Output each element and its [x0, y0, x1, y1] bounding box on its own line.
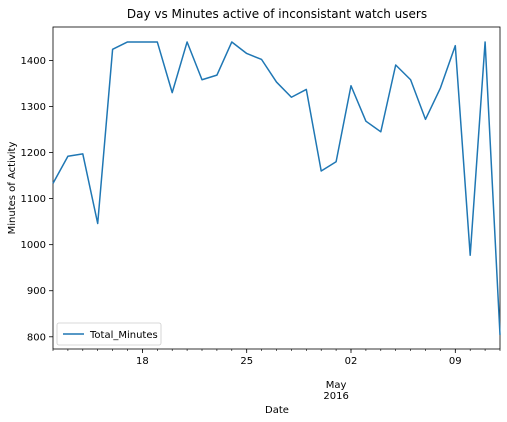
data-point: [275, 81, 278, 84]
data-point: [52, 182, 55, 185]
data-point: [81, 152, 84, 155]
data-point: [171, 91, 174, 94]
x-tick-label: 25: [240, 356, 253, 367]
x-tick-label: 02: [345, 356, 358, 367]
data-point: [305, 88, 308, 91]
y-tick-label: 800: [27, 332, 46, 343]
y-tick-label: 1000: [21, 240, 46, 251]
data-point: [320, 169, 323, 172]
data-point: [230, 40, 233, 43]
y-tick-label: 900: [27, 286, 46, 297]
data-point: [469, 254, 472, 257]
y-axis-ticks: 800 900 1000 1100 1200 1300 1400: [21, 56, 53, 343]
y-tick-label: 1200: [21, 148, 46, 159]
series-layer: [52, 40, 502, 336]
data-point: [111, 48, 114, 51]
data-point: [424, 118, 427, 121]
data-point: [439, 87, 442, 90]
data-point: [335, 160, 338, 163]
x-month-label: May: [326, 380, 347, 391]
data-point: [260, 58, 263, 61]
legend-label: Total_Minutes: [89, 330, 158, 341]
data-point: [364, 120, 367, 123]
data-point: [66, 155, 69, 158]
data-point: [409, 78, 412, 81]
plot-area: [52, 26, 501, 350]
chart-title: Day vs Minutes active of inconsistant wa…: [127, 7, 427, 21]
y-tick-label: 1400: [21, 56, 46, 67]
x-axis-label: Date: [265, 405, 289, 416]
y-axis-label: Minutes of Activity: [7, 142, 18, 235]
data-point: [379, 130, 382, 133]
data-point: [245, 52, 248, 55]
data-point: [484, 40, 487, 43]
data-point: [350, 84, 353, 87]
y-tick-label: 1100: [21, 194, 46, 205]
data-point: [394, 64, 397, 67]
data-point: [141, 40, 144, 43]
data-point: [156, 40, 159, 43]
data-point: [499, 333, 502, 336]
x-tick-label: 09: [449, 356, 462, 367]
data-point: [454, 44, 457, 47]
data-point: [201, 78, 204, 81]
legend-box: [56, 322, 162, 346]
legend: Total_Minutes: [56, 322, 162, 346]
series-line-total-minutes: [52, 41, 501, 335]
x-year-label: 2016: [323, 391, 348, 402]
data-point: [126, 40, 129, 43]
data-point: [290, 96, 293, 99]
x-tick-label: 18: [136, 356, 149, 367]
data-point: [96, 222, 99, 225]
y-tick-label: 1300: [21, 102, 46, 113]
data-point: [215, 74, 218, 77]
data-point: [186, 40, 189, 43]
plot-frame: [52, 26, 501, 350]
